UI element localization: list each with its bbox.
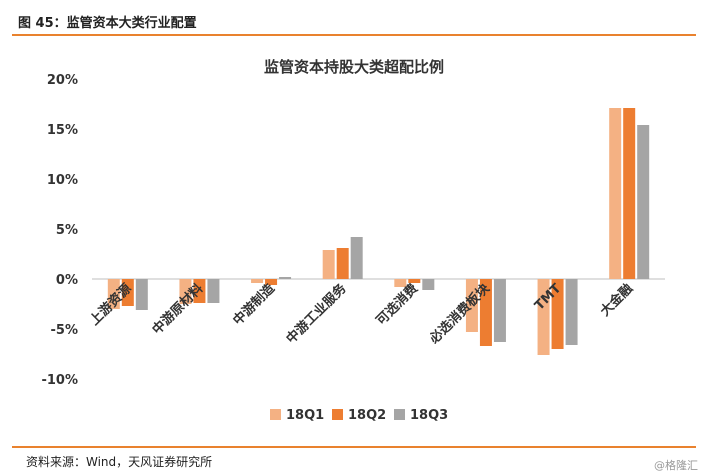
bar-18q2 <box>479 279 492 346</box>
bar-18q1 <box>107 279 120 309</box>
bar-18q2 <box>551 279 564 349</box>
y-tick-label: -5% <box>51 323 78 338</box>
legend-label: 18Q1 <box>286 408 324 423</box>
y-tick-label: 0% <box>56 273 78 288</box>
y-tick-label: 15% <box>47 123 78 138</box>
bar-18q3 <box>493 279 506 342</box>
bar-18q1 <box>179 279 192 304</box>
bar-18q3 <box>565 279 578 345</box>
bar-18q3 <box>135 279 148 310</box>
bar-18q1 <box>251 279 264 283</box>
y-tick-label: 10% <box>47 173 78 188</box>
figure-footer-rule <box>12 446 696 448</box>
bar-18q2 <box>193 279 206 303</box>
bar-18q3 <box>279 277 292 279</box>
legend-swatch <box>394 409 405 420</box>
legend-label: 18Q3 <box>410 408 448 423</box>
bar-18q3 <box>422 279 435 290</box>
bar-18q2 <box>408 279 421 283</box>
x-category-label: 中游制造 <box>230 280 279 329</box>
x-category-label: 中游原材料 <box>149 281 206 338</box>
bar-18q3 <box>207 279 220 303</box>
figure-label: 图 45：监管资本大类行业配置 <box>18 16 197 31</box>
x-category-label: 中游工业服务 <box>283 280 350 347</box>
bar-18q1 <box>537 279 550 355</box>
figure-source: 资料来源：Wind，天风证券研究所 <box>26 455 213 469</box>
y-tick-label: 20% <box>47 73 78 88</box>
bar-18q2 <box>265 279 278 285</box>
bar-18q1 <box>394 279 407 287</box>
y-tick-label: -10% <box>41 373 78 388</box>
bar-18q2 <box>121 279 134 306</box>
watermark: @格隆汇 <box>654 459 698 472</box>
legend-swatch <box>270 409 281 420</box>
bar-18q1 <box>322 250 335 279</box>
y-tick-label: 5% <box>56 223 78 238</box>
bar-18q1 <box>609 108 622 279</box>
bar-18q1 <box>465 279 478 332</box>
x-category-label: 可选消费 <box>373 281 421 329</box>
bar-18q2 <box>336 248 349 279</box>
bar-18q3 <box>350 237 363 279</box>
figure-header: 图 45：监管资本大类行业配置 <box>12 6 696 36</box>
chart-title: 监管资本持股大类超配比例 <box>264 58 444 76</box>
bar-18q2 <box>623 108 636 279</box>
x-category-label: 大金融 <box>597 281 636 320</box>
legend-label: 18Q2 <box>348 408 386 423</box>
bar-chart: 监管资本持股大类超配比例-10%-5%0%5%10%15%20%上游资源 中游原材… <box>41 58 665 423</box>
bar-18q3 <box>637 125 650 279</box>
legend-swatch <box>332 409 343 420</box>
